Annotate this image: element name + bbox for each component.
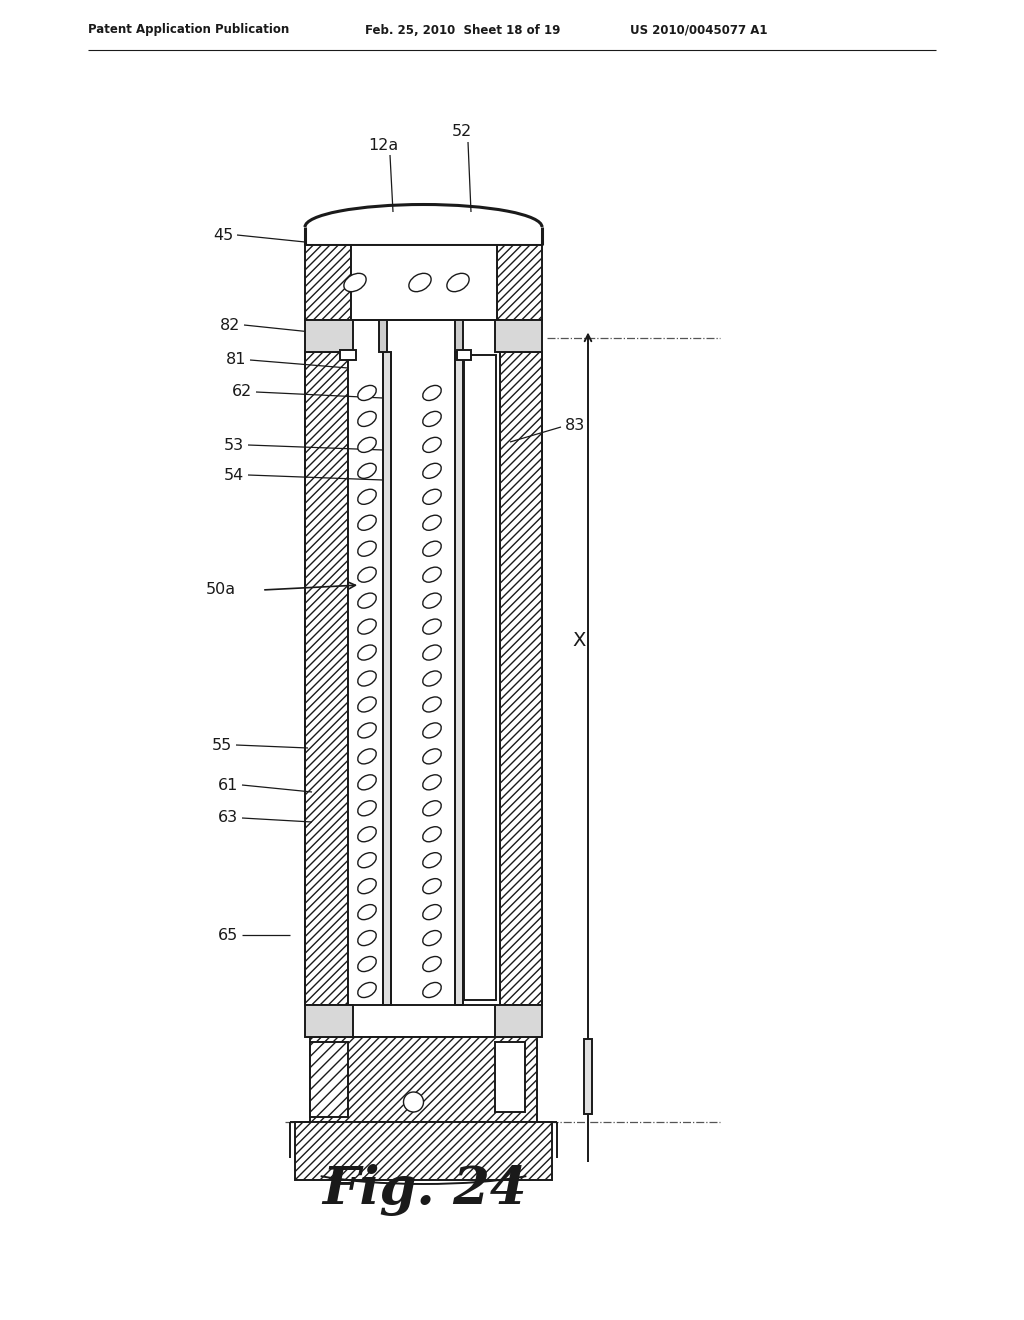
Text: 52: 52	[452, 124, 472, 140]
Ellipse shape	[357, 801, 376, 816]
Text: US 2010/0045077 A1: US 2010/0045077 A1	[630, 24, 768, 37]
Text: 83: 83	[565, 417, 586, 433]
Ellipse shape	[423, 853, 441, 867]
Ellipse shape	[423, 412, 441, 426]
Ellipse shape	[423, 748, 441, 764]
Ellipse shape	[357, 853, 376, 867]
Ellipse shape	[423, 982, 441, 998]
Bar	[305, 1005, 353, 1038]
Text: Feb. 25, 2010  Sheet 18 of 19: Feb. 25, 2010 Sheet 18 of 19	[365, 24, 560, 37]
Ellipse shape	[357, 748, 376, 764]
Bar	[495, 319, 542, 352]
Ellipse shape	[357, 412, 376, 426]
Ellipse shape	[357, 463, 376, 478]
Text: Patent Application Publication: Patent Application Publication	[88, 24, 289, 37]
Ellipse shape	[357, 385, 376, 400]
Ellipse shape	[357, 697, 376, 711]
Ellipse shape	[423, 801, 441, 816]
Ellipse shape	[403, 1092, 424, 1111]
Bar	[584, 1039, 592, 1114]
Bar	[497, 246, 542, 319]
Ellipse shape	[423, 385, 441, 400]
Ellipse shape	[423, 697, 441, 711]
Text: 65: 65	[218, 928, 238, 942]
Text: 82: 82	[219, 318, 240, 333]
Ellipse shape	[357, 619, 376, 634]
Text: 61: 61	[218, 777, 238, 792]
Ellipse shape	[423, 775, 441, 789]
Bar	[383, 352, 391, 1005]
Text: 12a: 12a	[368, 137, 398, 153]
Text: 55: 55	[212, 738, 232, 752]
Bar	[295, 1122, 552, 1180]
Bar	[305, 319, 353, 352]
Ellipse shape	[423, 931, 441, 945]
Text: 45: 45	[213, 227, 233, 243]
Ellipse shape	[423, 437, 441, 453]
Bar	[500, 352, 542, 1005]
Ellipse shape	[357, 437, 376, 453]
Bar	[310, 1038, 537, 1122]
Ellipse shape	[423, 904, 441, 920]
Bar	[464, 355, 496, 1001]
Ellipse shape	[423, 593, 441, 609]
Ellipse shape	[357, 826, 376, 842]
Ellipse shape	[344, 273, 367, 292]
Bar	[457, 350, 471, 360]
Ellipse shape	[446, 273, 469, 292]
Bar	[305, 352, 348, 1005]
Ellipse shape	[357, 593, 376, 609]
Ellipse shape	[423, 957, 441, 972]
Text: X: X	[572, 631, 586, 649]
Bar	[495, 1005, 542, 1038]
Ellipse shape	[423, 645, 441, 660]
Ellipse shape	[357, 490, 376, 504]
Ellipse shape	[423, 826, 441, 842]
Ellipse shape	[357, 957, 376, 972]
Ellipse shape	[423, 515, 441, 531]
Bar	[495, 1041, 525, 1111]
Bar	[455, 352, 463, 1005]
Ellipse shape	[357, 515, 376, 531]
Ellipse shape	[423, 541, 441, 556]
Ellipse shape	[357, 568, 376, 582]
Bar	[305, 246, 351, 319]
Ellipse shape	[357, 931, 376, 945]
Ellipse shape	[423, 619, 441, 634]
Ellipse shape	[357, 541, 376, 556]
Ellipse shape	[357, 671, 376, 686]
Ellipse shape	[423, 463, 441, 478]
Ellipse shape	[423, 568, 441, 582]
Bar	[348, 352, 383, 1005]
Ellipse shape	[357, 645, 376, 660]
Bar	[463, 352, 500, 1005]
Ellipse shape	[423, 490, 441, 504]
Bar	[455, 319, 463, 352]
Bar	[340, 350, 356, 360]
Ellipse shape	[409, 273, 431, 292]
Text: 62: 62	[231, 384, 252, 400]
Ellipse shape	[423, 671, 441, 686]
Ellipse shape	[357, 982, 376, 998]
Bar	[379, 319, 387, 352]
Bar	[351, 246, 497, 319]
Ellipse shape	[357, 879, 376, 894]
Ellipse shape	[357, 904, 376, 920]
Ellipse shape	[423, 723, 441, 738]
Bar	[310, 1041, 348, 1117]
Text: 81: 81	[225, 352, 246, 367]
Text: 63: 63	[218, 810, 238, 825]
Text: 54: 54	[224, 467, 244, 483]
Ellipse shape	[423, 879, 441, 894]
Text: 50a: 50a	[206, 582, 236, 598]
Ellipse shape	[357, 775, 376, 789]
Text: 53: 53	[224, 437, 244, 453]
Text: Fig. 24: Fig. 24	[323, 1164, 527, 1216]
Ellipse shape	[357, 723, 376, 738]
